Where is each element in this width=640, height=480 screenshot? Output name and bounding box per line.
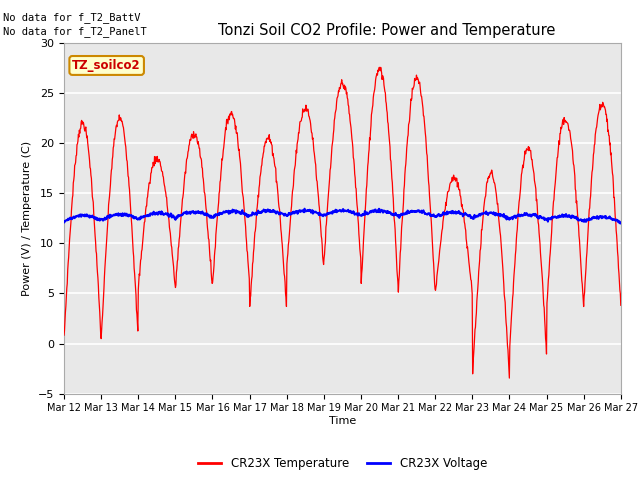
Text: No data for f_T2_PanelT: No data for f_T2_PanelT	[3, 26, 147, 37]
Y-axis label: Power (V) / Temperature (C): Power (V) / Temperature (C)	[22, 141, 33, 296]
Text: No data for f_T2_BattV: No data for f_T2_BattV	[3, 12, 141, 23]
X-axis label: Time: Time	[329, 416, 356, 426]
Legend: CR23X Temperature, CR23X Voltage: CR23X Temperature, CR23X Voltage	[193, 452, 492, 475]
Title: Tonzi Soil CO2 Profile: Power and Temperature: Tonzi Soil CO2 Profile: Power and Temper…	[218, 23, 556, 38]
Text: TZ_soilco2: TZ_soilco2	[72, 59, 141, 72]
